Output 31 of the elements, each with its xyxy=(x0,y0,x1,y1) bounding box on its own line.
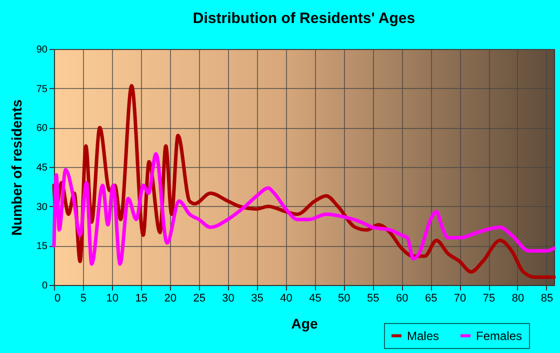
x-tick-label: 5 xyxy=(80,292,87,304)
x-tick-label: 55 xyxy=(367,292,380,304)
x-tick-label: 20 xyxy=(164,292,176,304)
y-tick-label: 30 xyxy=(36,202,48,213)
y-tick-label: 0 xyxy=(42,280,48,292)
y-tick-label: 45 xyxy=(36,162,48,174)
line-series xyxy=(52,152,556,266)
x-tick-label: 70 xyxy=(454,292,466,304)
x-tick-label: 85 xyxy=(540,292,554,304)
x-tick-label: 65 xyxy=(424,292,438,304)
legend-label: Females xyxy=(476,328,522,343)
y-tick-label: 75 xyxy=(36,84,48,95)
legend-label: Males xyxy=(407,328,440,343)
x-tick-label: 0 xyxy=(54,292,61,304)
x-tick-label: 30 xyxy=(222,292,234,304)
x-tick-label: 15 xyxy=(135,292,148,304)
y-tick-label: 90 xyxy=(36,44,48,56)
chart-title: Distribution of Residents' Ages xyxy=(192,10,416,27)
y-tick-label: 15 xyxy=(36,241,48,252)
y-tick-label: 60 xyxy=(36,123,48,134)
x-tick-label: 60 xyxy=(396,292,408,304)
x-tick-label: 40 xyxy=(280,292,292,304)
x-tick-label: 80 xyxy=(512,292,524,304)
x-tick-label: 10 xyxy=(106,292,119,304)
y-axis-title: Number of residents xyxy=(8,99,24,236)
x-tick-label: 35 xyxy=(251,292,264,304)
x-tick-label: 45 xyxy=(309,292,322,304)
x-axis-title: Age xyxy=(291,316,318,332)
x-tick-label: 50 xyxy=(338,292,350,304)
x-tick-label: 75 xyxy=(482,292,496,304)
x-tick-label: 25 xyxy=(193,292,206,304)
